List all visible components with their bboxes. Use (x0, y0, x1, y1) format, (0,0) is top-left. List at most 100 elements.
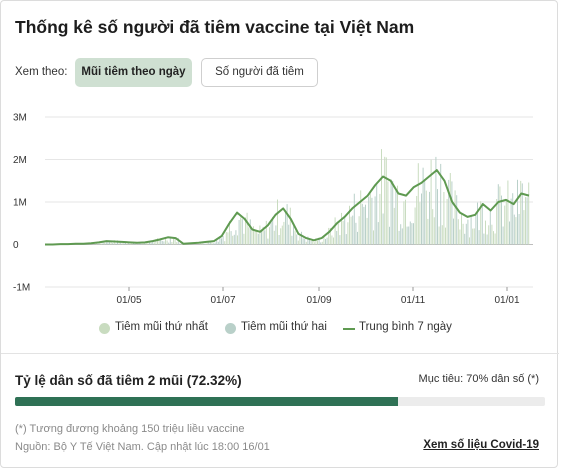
dose-bar (496, 199, 498, 245)
dose-bar (249, 219, 251, 245)
seven-day-average-line (45, 169, 530, 246)
dose-bar (449, 173, 451, 245)
second-dose-swatch (225, 323, 236, 334)
dose-bar (385, 157, 387, 245)
dose-bar (374, 196, 376, 245)
dose-bar (145, 242, 147, 245)
seven-day-average (45, 169, 530, 246)
dose-bar (321, 241, 323, 245)
dose-bar (317, 240, 318, 245)
dose-bar (157, 238, 158, 245)
dose-bar (341, 212, 342, 245)
dose-bar (408, 226, 410, 245)
dose-bar (485, 220, 486, 245)
y-tick-label: 1M (13, 198, 27, 209)
dose-bar (472, 228, 474, 245)
dose-bar (269, 227, 270, 245)
dose-bar (453, 218, 454, 245)
dose-bar (101, 243, 102, 245)
dose-bar (475, 213, 477, 245)
dose-bar (488, 225, 490, 245)
dose-bar (209, 242, 211, 245)
dose-bar (203, 243, 205, 245)
dose-bar (221, 238, 222, 245)
dose-bar (248, 227, 250, 245)
dose-bar (246, 212, 248, 245)
dose-bar (281, 225, 283, 245)
dose-bar (518, 214, 520, 245)
dose-bar (493, 231, 494, 245)
dose-bar (238, 220, 240, 245)
dose-bar (301, 231, 302, 245)
dose-bar (217, 241, 219, 245)
vaccination-progress-bar (15, 397, 545, 406)
dose-bar (358, 216, 360, 245)
dose-bar (208, 240, 210, 245)
legend-second-dose-label: Tiêm mũi thứ hai (241, 321, 327, 333)
dose-bar (304, 239, 306, 245)
legend-first-dose-label: Tiêm mũi thứ nhất (115, 321, 208, 333)
dose-bar (422, 167, 424, 245)
chart-title: Thống kê số người đã tiêm vaccine tại Vi… (15, 17, 415, 37)
dose-bar (141, 243, 142, 245)
dose-bar (515, 217, 517, 245)
dose-bar (387, 181, 389, 245)
covid-data-link[interactable]: Xem số liệu Covid-19 (423, 439, 539, 451)
dose-bar (160, 239, 162, 245)
dose-bar (235, 230, 237, 245)
dose-bar (483, 233, 485, 245)
dose-bar (205, 243, 206, 245)
dose-bar (369, 193, 371, 245)
dose-bar (389, 226, 390, 245)
dose-bar (309, 239, 310, 245)
x-tick-label: 01/05 (116, 295, 141, 306)
dose-bar (265, 220, 267, 245)
dose-bar (227, 232, 229, 245)
dose-bar (280, 228, 282, 245)
dose-bar (489, 209, 491, 245)
dose-bar (133, 242, 134, 245)
dose-bar (326, 237, 328, 245)
dose-bar (245, 217, 246, 245)
dose-bar (155, 239, 157, 245)
dose-bar (397, 185, 398, 245)
dose-bar (333, 237, 334, 245)
dose-bar (523, 210, 525, 245)
dose-bar (285, 211, 286, 245)
dose-bar (401, 228, 403, 245)
dose-bar (438, 226, 440, 245)
dose-bar (109, 240, 110, 245)
dose-bar (419, 202, 421, 245)
dose-bar (409, 221, 411, 245)
dose-bar (267, 238, 269, 245)
dose-bar (149, 242, 150, 245)
dose-bar (312, 239, 314, 245)
footnote: (*) Tương đương khoảng 150 triệu liều va… (15, 423, 245, 435)
dose-bar (243, 233, 245, 245)
dose-bar (464, 233, 466, 245)
dose-bar (240, 217, 242, 245)
dose-bar (382, 213, 384, 245)
dose-bar (366, 217, 368, 245)
dose-bar (115, 243, 117, 245)
dose-bar (257, 233, 259, 245)
dose-bar (416, 196, 418, 245)
dose-bar (278, 235, 280, 245)
dose-bar (139, 243, 141, 245)
dose-bar (273, 230, 275, 245)
vaccinated-people-filter-button[interactable]: Số người đã tiêm (201, 58, 318, 87)
dose-bar (323, 236, 325, 245)
dose-bar (467, 219, 469, 245)
dose-bar (504, 205, 506, 245)
dose-bar (337, 223, 339, 245)
dose-bar (163, 241, 165, 245)
vaccination-rate-title: Tỷ lệ dân số đã tiêm 2 mũi (72.32%) (15, 373, 242, 388)
dose-bar (507, 180, 509, 245)
daily-doses-filter-button[interactable]: Mũi tiêm theo ngày (75, 58, 192, 87)
dose-bar (411, 223, 413, 245)
dose-bar (328, 227, 330, 245)
dose-bar (153, 242, 155, 245)
dose-bar (355, 222, 357, 245)
dose-bar (104, 242, 106, 245)
grid-lines (45, 116, 533, 288)
